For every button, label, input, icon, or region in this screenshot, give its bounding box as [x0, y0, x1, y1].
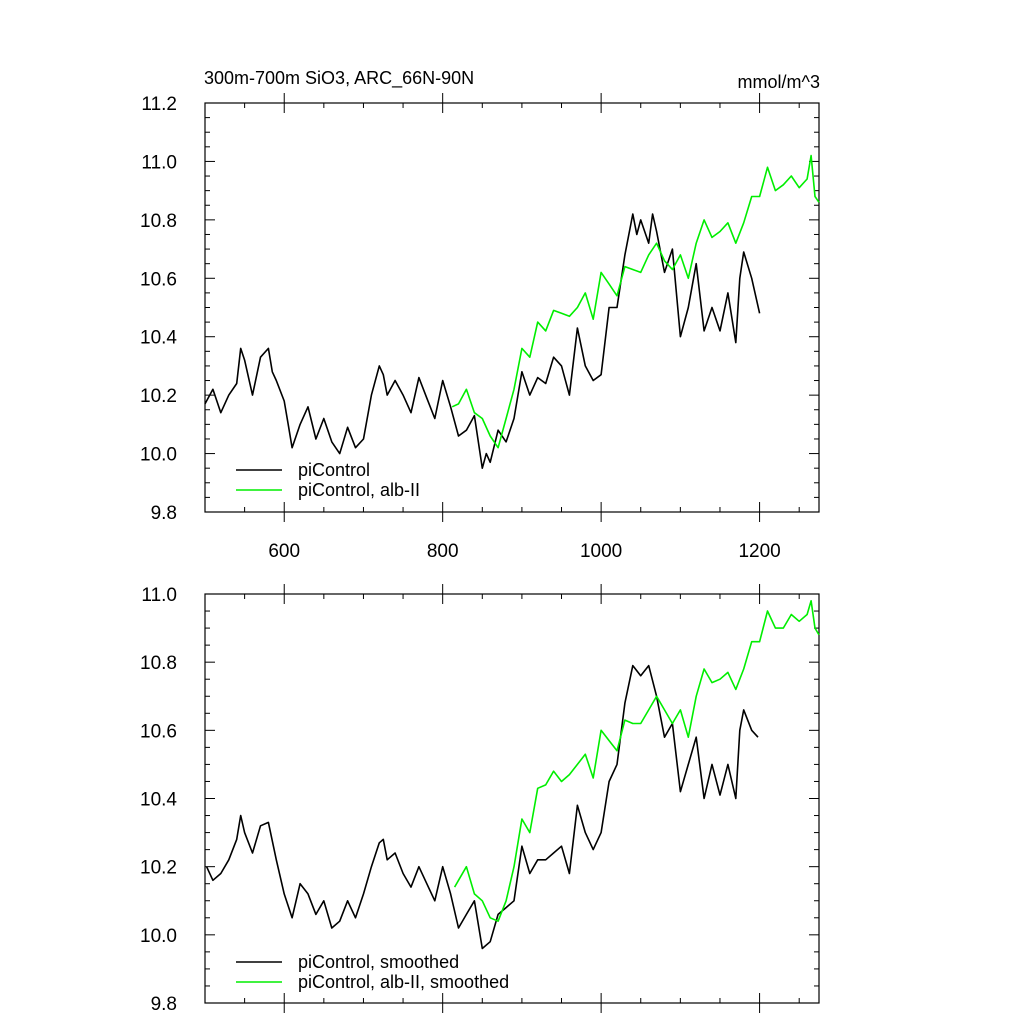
legend-label-picontrol: piControl — [298, 460, 370, 480]
top-xtick-label: 1000 — [580, 541, 622, 562]
top-x-ticks: 600 800 1000 1200 — [204, 93, 800, 562]
bottom-ytick-label: 10.2 — [140, 858, 177, 879]
bottom-panel: 9.8 10.0 10.2 10.4 10.6 10.8 11.0 piControl, s… — [140, 584, 820, 1015]
top-ytick-label: 11.2 — [141, 94, 177, 115]
top-ytick-label: 10.2 — [140, 386, 177, 407]
bottom-ytick-label: 9.8 — [151, 994, 177, 1015]
bottom-x-ticks — [204, 584, 800, 1013]
bottom-ytick-label: 11.0 — [141, 585, 177, 606]
top-ytick-label: 10.4 — [140, 328, 177, 349]
top-legend: piControl piControl, alb-II — [236, 460, 420, 500]
top-ytick-label: 10.8 — [140, 211, 177, 232]
bottom-ytick-label: 10.0 — [140, 926, 177, 947]
bottom-series-lines — [205, 599, 820, 950]
legend-label-picontrol-alb-ii: piControl, alb-II — [298, 480, 420, 500]
top-series-line-0 — [204, 213, 761, 470]
top-series-lines — [204, 154, 820, 470]
top-panel: 300m-700m SiO3, ARC_66N-90N mmol/m^3 9.8… — [140, 68, 820, 562]
top-xtick-label: 600 — [268, 541, 300, 562]
bottom-plot-frame — [204, 593, 820, 1004]
top-y-ticks: 9.8 10.0 10.2 10.4 10.6 10.8 11.0 11.2 — [140, 94, 819, 524]
legend-label-picontrol-alb-ii-smoothed: piControl, alb-II, smoothed — [298, 972, 509, 992]
top-ytick-label: 10.0 — [140, 445, 177, 466]
top-xtick-label: 800 — [427, 541, 459, 562]
top-ytick-label: 11.0 — [141, 152, 177, 173]
top-ytick-label: 9.8 — [151, 503, 177, 524]
bottom-ytick-label: 10.4 — [140, 790, 177, 811]
top-plot-frame — [204, 102, 820, 513]
top-xtick-label: 1200 — [738, 541, 780, 562]
bottom-ytick-label: 10.8 — [140, 653, 177, 674]
top-chart-title: 300m-700m SiO3, ARC_66N-90N — [204, 68, 474, 89]
bottom-series-line-1 — [453, 599, 820, 923]
bottom-ytick-label: 10.6 — [140, 721, 177, 742]
top-ytick-label: 10.6 — [140, 269, 177, 290]
top-chart-units: mmol/m^3 — [738, 72, 820, 92]
bottom-legend: piControl, smoothed piControl, alb-II, s… — [236, 952, 509, 992]
bottom-y-ticks: 9.8 10.0 10.2 10.4 10.6 10.8 11.0 — [140, 585, 819, 1015]
top-series-line-1 — [451, 154, 820, 449]
bottom-series-line-0 — [205, 664, 759, 950]
legend-label-picontrol-smoothed: piControl, smoothed — [298, 952, 459, 972]
